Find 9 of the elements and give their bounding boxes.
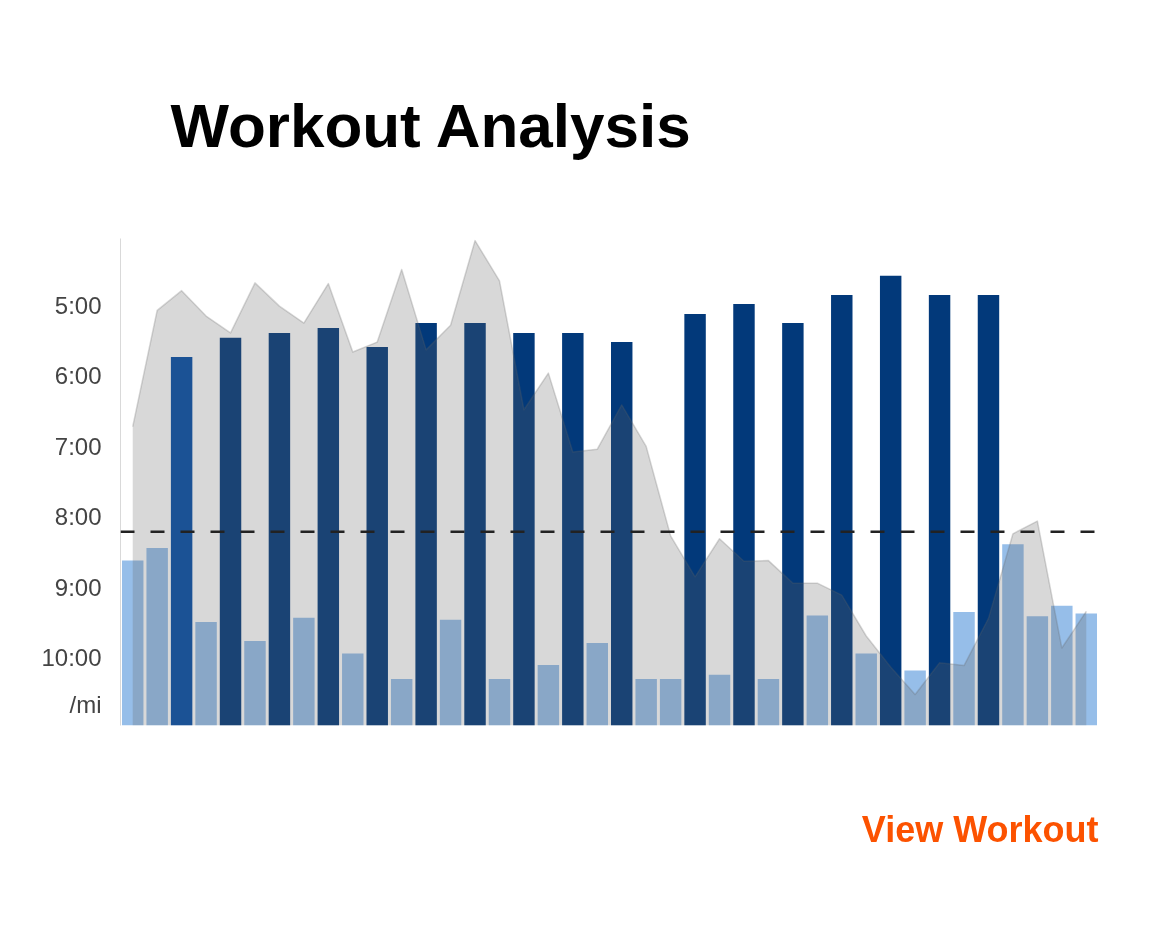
chart-title: Workout Analysis xyxy=(170,90,691,160)
y-tick-label: 9:00 xyxy=(54,573,102,601)
y-tick-label: 8:00 xyxy=(54,503,102,531)
y-axis-title: /mi xyxy=(69,691,102,719)
y-tick-label: 10:00 xyxy=(41,644,102,672)
y-tick-label: 6:00 xyxy=(54,362,102,390)
y-tick-label: 7:00 xyxy=(54,432,102,460)
y-tick-label: 5:00 xyxy=(54,291,102,319)
text: View Workout xyxy=(861,809,1099,850)
